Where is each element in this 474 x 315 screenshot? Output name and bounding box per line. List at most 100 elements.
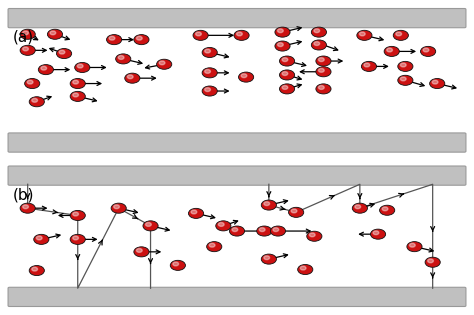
- Circle shape: [275, 41, 290, 51]
- Circle shape: [111, 203, 126, 213]
- Circle shape: [319, 68, 324, 72]
- Circle shape: [205, 88, 210, 92]
- Circle shape: [207, 242, 222, 252]
- Circle shape: [137, 36, 142, 40]
- Circle shape: [257, 226, 272, 236]
- Circle shape: [241, 74, 247, 77]
- Circle shape: [70, 78, 85, 89]
- Circle shape: [20, 29, 35, 39]
- Circle shape: [193, 30, 208, 40]
- Circle shape: [70, 234, 85, 244]
- Circle shape: [75, 62, 90, 72]
- Circle shape: [420, 46, 436, 56]
- Circle shape: [209, 243, 215, 247]
- Circle shape: [261, 200, 276, 210]
- Circle shape: [407, 242, 422, 252]
- Circle shape: [238, 72, 254, 82]
- Circle shape: [393, 30, 409, 40]
- Circle shape: [70, 91, 85, 101]
- Circle shape: [300, 266, 306, 270]
- Circle shape: [205, 49, 210, 53]
- Circle shape: [125, 73, 140, 83]
- Circle shape: [316, 67, 331, 77]
- Circle shape: [277, 43, 283, 47]
- Circle shape: [70, 210, 85, 220]
- Circle shape: [73, 80, 79, 84]
- Circle shape: [25, 78, 40, 89]
- Circle shape: [232, 228, 238, 232]
- Circle shape: [428, 259, 433, 263]
- Circle shape: [319, 86, 324, 89]
- Circle shape: [36, 236, 42, 240]
- Circle shape: [23, 47, 28, 51]
- Circle shape: [359, 32, 365, 36]
- Circle shape: [38, 65, 54, 75]
- Circle shape: [202, 86, 217, 96]
- Circle shape: [429, 78, 445, 89]
- Circle shape: [109, 36, 115, 40]
- Circle shape: [196, 32, 201, 36]
- Circle shape: [29, 266, 45, 276]
- Circle shape: [128, 75, 133, 79]
- Circle shape: [432, 80, 438, 84]
- FancyBboxPatch shape: [8, 9, 466, 28]
- Circle shape: [314, 42, 319, 45]
- Circle shape: [280, 70, 295, 80]
- Circle shape: [277, 29, 283, 33]
- FancyBboxPatch shape: [8, 166, 466, 185]
- Circle shape: [29, 97, 45, 107]
- Circle shape: [23, 31, 28, 35]
- Circle shape: [364, 63, 370, 67]
- Circle shape: [264, 256, 270, 260]
- Circle shape: [202, 48, 217, 58]
- FancyBboxPatch shape: [8, 287, 466, 306]
- Circle shape: [234, 30, 249, 40]
- Circle shape: [73, 93, 79, 97]
- Circle shape: [289, 207, 304, 217]
- Circle shape: [380, 205, 395, 215]
- Circle shape: [259, 228, 265, 232]
- Circle shape: [32, 267, 37, 271]
- Circle shape: [170, 260, 185, 270]
- FancyBboxPatch shape: [8, 133, 466, 152]
- Circle shape: [401, 63, 406, 67]
- Circle shape: [77, 64, 83, 68]
- Circle shape: [205, 70, 210, 73]
- Circle shape: [56, 49, 72, 59]
- Circle shape: [32, 98, 37, 102]
- Circle shape: [219, 222, 224, 226]
- Circle shape: [384, 46, 399, 56]
- Circle shape: [273, 228, 279, 232]
- Circle shape: [319, 58, 324, 61]
- Circle shape: [27, 80, 33, 84]
- Circle shape: [311, 40, 327, 50]
- Circle shape: [202, 68, 217, 78]
- Circle shape: [387, 48, 392, 52]
- Circle shape: [291, 209, 297, 213]
- Circle shape: [73, 236, 79, 240]
- Text: (a): (a): [13, 30, 34, 45]
- Circle shape: [282, 86, 288, 89]
- Text: (b): (b): [13, 187, 34, 203]
- Circle shape: [280, 56, 295, 66]
- Circle shape: [382, 207, 388, 211]
- Circle shape: [355, 205, 361, 209]
- Circle shape: [116, 54, 131, 64]
- Circle shape: [425, 257, 440, 267]
- Circle shape: [191, 210, 197, 214]
- Circle shape: [20, 45, 35, 55]
- Circle shape: [282, 72, 288, 76]
- Circle shape: [398, 75, 413, 85]
- Circle shape: [396, 32, 401, 36]
- Circle shape: [371, 229, 386, 239]
- Circle shape: [59, 50, 65, 54]
- Circle shape: [398, 61, 413, 72]
- Circle shape: [146, 222, 151, 226]
- Circle shape: [173, 262, 179, 266]
- Circle shape: [282, 58, 288, 61]
- Circle shape: [107, 35, 122, 45]
- Circle shape: [311, 27, 327, 37]
- Circle shape: [47, 29, 63, 39]
- Circle shape: [261, 254, 276, 264]
- Circle shape: [229, 226, 245, 236]
